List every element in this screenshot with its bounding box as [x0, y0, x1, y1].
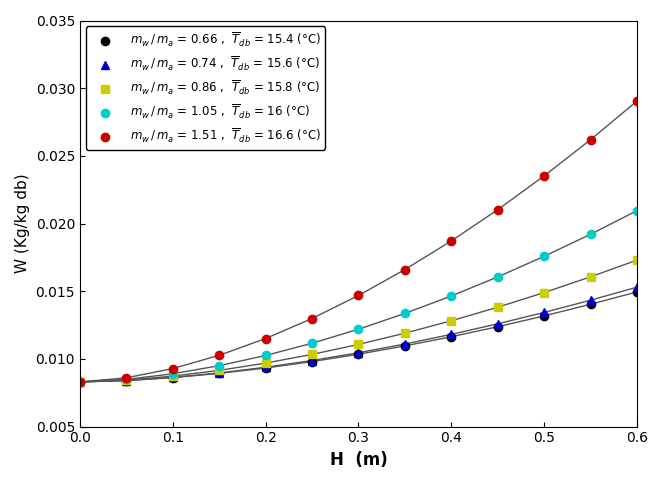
- $m_w\,/\,m_a$ = 0.86 ,  $\overline{T}_{db}$ = 15.8 (°C): [123, 377, 131, 383]
- $m_w\,/\,m_a$ = 0.86 ,  $\overline{T}_{db}$ = 15.8 (°C): [587, 274, 595, 280]
- X-axis label: H  (m): H (m): [330, 451, 387, 469]
- Y-axis label: W (Kg/kg db): W (Kg/kg db): [15, 174, 30, 273]
- Legend: $m_w\,/\,m_a$ = 0.66 ,  $\overline{T}_{db}$ = 15.4 (°C), $m_w\,/\,m_a$ = 0.74 , : $m_w\,/\,m_a$ = 0.66 , $\overline{T}_{db…: [86, 27, 326, 150]
- $m_w\,/\,m_a$ = 0.86 ,  $\overline{T}_{db}$ = 15.8 (°C): [540, 289, 548, 295]
- $m_w\,/\,m_a$ = 0.74 ,  $\overline{T}_{db}$ = 15.6 (°C): [169, 375, 177, 380]
- $m_w\,/\,m_a$ = 0.66 ,  $\overline{T}_{db}$ = 15.4 (°C): [401, 343, 409, 349]
- $m_w\,/\,m_a$ = 1.51 ,  $\overline{T}_{db}$ = 16.6 (°C): [76, 379, 84, 385]
- $m_w\,/\,m_a$ = 0.74 ,  $\overline{T}_{db}$ = 15.6 (°C): [401, 341, 409, 347]
- $m_w\,/\,m_a$ = 0.74 ,  $\overline{T}_{db}$ = 15.6 (°C): [355, 350, 363, 356]
- Line: $m_w\,/\,m_a$ = 0.86 ,  $\overline{T}_{db}$ = 15.8 (°C): $m_w\,/\,m_a$ = 0.86 , $\overline{T}_{db…: [76, 256, 641, 386]
- $m_w\,/\,m_a$ = 0.86 ,  $\overline{T}_{db}$ = 15.8 (°C): [215, 367, 223, 373]
- $m_w\,/\,m_a$ = 1.51 ,  $\overline{T}_{db}$ = 16.6 (°C): [169, 365, 177, 371]
- $m_w\,/\,m_a$ = 1.05 ,  $\overline{T}_{db}$ = 16 (°C): [123, 377, 131, 382]
- Line: $m_w\,/\,m_a$ = 0.74 ,  $\overline{T}_{db}$ = 15.6 (°C): $m_w\,/\,m_a$ = 0.74 , $\overline{T}_{db…: [76, 283, 641, 386]
- $m_w\,/\,m_a$ = 0.86 ,  $\overline{T}_{db}$ = 15.8 (°C): [633, 257, 641, 263]
- $m_w\,/\,m_a$ = 0.66 ,  $\overline{T}_{db}$ = 15.4 (°C): [123, 378, 131, 383]
- $m_w\,/\,m_a$ = 0.86 ,  $\overline{T}_{db}$ = 15.8 (°C): [401, 330, 409, 336]
- $m_w\,/\,m_a$ = 0.66 ,  $\overline{T}_{db}$ = 15.4 (°C): [540, 313, 548, 319]
- $m_w\,/\,m_a$ = 1.05 ,  $\overline{T}_{db}$ = 16 (°C): [262, 352, 270, 358]
- $m_w\,/\,m_a$ = 1.51 ,  $\overline{T}_{db}$ = 16.6 (°C): [215, 352, 223, 358]
- $m_w\,/\,m_a$ = 1.05 ,  $\overline{T}_{db}$ = 16 (°C): [540, 254, 548, 259]
- Line: $m_w\,/\,m_a$ = 0.66 ,  $\overline{T}_{db}$ = 15.4 (°C): $m_w\,/\,m_a$ = 0.66 , $\overline{T}_{db…: [76, 287, 641, 386]
- $m_w\,/\,m_a$ = 1.05 ,  $\overline{T}_{db}$ = 16 (°C): [494, 274, 502, 280]
- $m_w\,/\,m_a$ = 0.66 ,  $\overline{T}_{db}$ = 15.4 (°C): [494, 324, 502, 330]
- $m_w\,/\,m_a$ = 0.86 ,  $\overline{T}_{db}$ = 15.8 (°C): [262, 360, 270, 366]
- $m_w\,/\,m_a$ = 0.86 ,  $\overline{T}_{db}$ = 15.8 (°C): [494, 304, 502, 310]
- $m_w\,/\,m_a$ = 0.86 ,  $\overline{T}_{db}$ = 15.8 (°C): [448, 318, 455, 324]
- Line: $m_w\,/\,m_a$ = 1.05 ,  $\overline{T}_{db}$ = 16 (°C): $m_w\,/\,m_a$ = 1.05 , $\overline{T}_{db…: [76, 207, 641, 386]
- $m_w\,/\,m_a$ = 0.74 ,  $\overline{T}_{db}$ = 15.6 (°C): [540, 309, 548, 315]
- $m_w\,/\,m_a$ = 1.51 ,  $\overline{T}_{db}$ = 16.6 (°C): [123, 375, 131, 381]
- $m_w\,/\,m_a$ = 0.66 ,  $\overline{T}_{db}$ = 15.4 (°C): [308, 359, 316, 364]
- $m_w\,/\,m_a$ = 1.51 ,  $\overline{T}_{db}$ = 16.6 (°C): [540, 173, 548, 179]
- $m_w\,/\,m_a$ = 0.74 ,  $\overline{T}_{db}$ = 15.6 (°C): [587, 297, 595, 303]
- $m_w\,/\,m_a$ = 0.66 ,  $\overline{T}_{db}$ = 15.4 (°C): [448, 334, 455, 340]
- $m_w\,/\,m_a$ = 1.05 ,  $\overline{T}_{db}$ = 16 (°C): [355, 326, 363, 332]
- $m_w\,/\,m_a$ = 0.86 ,  $\overline{T}_{db}$ = 15.8 (°C): [76, 379, 84, 385]
- $m_w\,/\,m_a$ = 0.66 ,  $\overline{T}_{db}$ = 15.4 (°C): [355, 351, 363, 357]
- $m_w\,/\,m_a$ = 0.66 ,  $\overline{T}_{db}$ = 15.4 (°C): [169, 375, 177, 380]
- $m_w\,/\,m_a$ = 0.74 ,  $\overline{T}_{db}$ = 15.6 (°C): [76, 379, 84, 385]
- $m_w\,/\,m_a$ = 1.05 ,  $\overline{T}_{db}$ = 16 (°C): [169, 371, 177, 377]
- $m_w\,/\,m_a$ = 0.66 ,  $\overline{T}_{db}$ = 15.4 (°C): [76, 379, 84, 385]
- $m_w\,/\,m_a$ = 0.74 ,  $\overline{T}_{db}$ = 15.6 (°C): [494, 321, 502, 327]
- $m_w\,/\,m_a$ = 1.51 ,  $\overline{T}_{db}$ = 16.6 (°C): [633, 98, 641, 104]
- $m_w\,/\,m_a$ = 0.74 ,  $\overline{T}_{db}$ = 15.6 (°C): [123, 378, 131, 383]
- $m_w\,/\,m_a$ = 1.05 ,  $\overline{T}_{db}$ = 16 (°C): [308, 340, 316, 346]
- $m_w\,/\,m_a$ = 0.74 ,  $\overline{T}_{db}$ = 15.6 (°C): [262, 364, 270, 370]
- $m_w\,/\,m_a$ = 1.05 ,  $\overline{T}_{db}$ = 16 (°C): [448, 293, 455, 299]
- $m_w\,/\,m_a$ = 1.05 ,  $\overline{T}_{db}$ = 16 (°C): [401, 311, 409, 317]
- $m_w\,/\,m_a$ = 1.05 ,  $\overline{T}_{db}$ = 16 (°C): [587, 231, 595, 237]
- $m_w\,/\,m_a$ = 1.51 ,  $\overline{T}_{db}$ = 16.6 (°C): [448, 238, 455, 244]
- $m_w\,/\,m_a$ = 0.74 ,  $\overline{T}_{db}$ = 15.6 (°C): [215, 370, 223, 376]
- $m_w\,/\,m_a$ = 0.66 ,  $\overline{T}_{db}$ = 15.4 (°C): [633, 289, 641, 295]
- $m_w\,/\,m_a$ = 1.51 ,  $\overline{T}_{db}$ = 16.6 (°C): [262, 335, 270, 341]
- $m_w\,/\,m_a$ = 1.05 ,  $\overline{T}_{db}$ = 16 (°C): [76, 379, 84, 385]
- $m_w\,/\,m_a$ = 1.51 ,  $\overline{T}_{db}$ = 16.6 (°C): [401, 267, 409, 272]
- $m_w\,/\,m_a$ = 0.74 ,  $\overline{T}_{db}$ = 15.6 (°C): [448, 332, 455, 337]
- $m_w\,/\,m_a$ = 1.51 ,  $\overline{T}_{db}$ = 16.6 (°C): [355, 292, 363, 298]
- $m_w\,/\,m_a$ = 0.86 ,  $\overline{T}_{db}$ = 15.8 (°C): [355, 342, 363, 348]
- $m_w\,/\,m_a$ = 0.66 ,  $\overline{T}_{db}$ = 15.4 (°C): [215, 370, 223, 376]
- $m_w\,/\,m_a$ = 0.74 ,  $\overline{T}_{db}$ = 15.6 (°C): [633, 284, 641, 290]
- $m_w\,/\,m_a$ = 0.86 ,  $\overline{T}_{db}$ = 15.8 (°C): [169, 373, 177, 379]
- $m_w\,/\,m_a$ = 1.51 ,  $\overline{T}_{db}$ = 16.6 (°C): [587, 137, 595, 143]
- $m_w\,/\,m_a$ = 0.66 ,  $\overline{T}_{db}$ = 15.4 (°C): [262, 365, 270, 371]
- $m_w\,/\,m_a$ = 1.51 ,  $\overline{T}_{db}$ = 16.6 (°C): [308, 316, 316, 321]
- $m_w\,/\,m_a$ = 0.66 ,  $\overline{T}_{db}$ = 15.4 (°C): [587, 302, 595, 307]
- $m_w\,/\,m_a$ = 1.51 ,  $\overline{T}_{db}$ = 16.6 (°C): [494, 207, 502, 212]
- $m_w\,/\,m_a$ = 0.74 ,  $\overline{T}_{db}$ = 15.6 (°C): [308, 358, 316, 363]
- $m_w\,/\,m_a$ = 1.05 ,  $\overline{T}_{db}$ = 16 (°C): [215, 363, 223, 369]
- $m_w\,/\,m_a$ = 1.05 ,  $\overline{T}_{db}$ = 16 (°C): [633, 208, 641, 213]
- $m_w\,/\,m_a$ = 0.86 ,  $\overline{T}_{db}$ = 15.8 (°C): [308, 351, 316, 357]
- Line: $m_w\,/\,m_a$ = 1.51 ,  $\overline{T}_{db}$ = 16.6 (°C): $m_w\,/\,m_a$ = 1.51 , $\overline{T}_{db…: [76, 97, 641, 386]
